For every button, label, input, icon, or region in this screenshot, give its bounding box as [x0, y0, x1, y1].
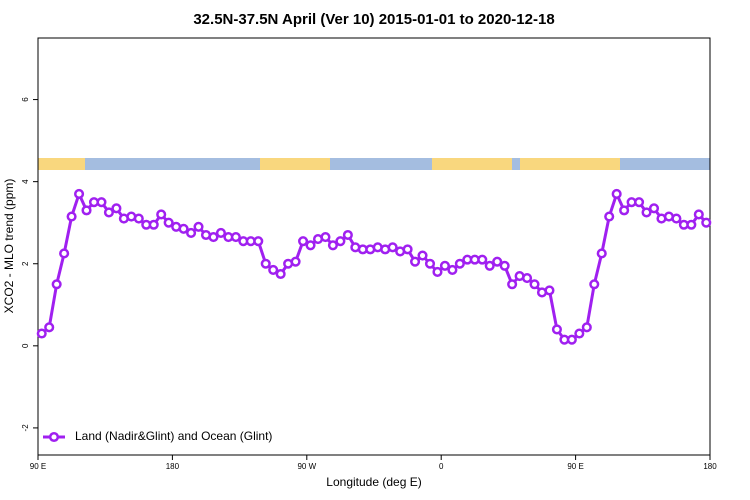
data-point	[402, 244, 413, 255]
data-point	[596, 248, 607, 259]
data-point	[148, 219, 159, 230]
x-tick-label: 90 W	[297, 462, 316, 471]
data-point	[193, 221, 204, 232]
data-point	[648, 203, 660, 214]
legend-marker	[48, 431, 60, 443]
data-point	[103, 207, 114, 218]
x-tick-label: 90 E	[30, 462, 46, 471]
data-point	[275, 268, 286, 280]
data-point	[327, 240, 338, 251]
data-point	[66, 211, 77, 222]
y-tick-label: 2	[21, 261, 30, 266]
data-point	[342, 229, 353, 241]
data-point	[268, 264, 279, 275]
data-point	[574, 328, 585, 339]
y-axis-label: XCO2 - MLO trend (ppm)	[2, 179, 16, 314]
data-point	[253, 236, 264, 247]
data-point	[51, 279, 62, 290]
data-point	[581, 322, 592, 333]
data-point	[619, 205, 630, 216]
data-point	[477, 254, 488, 265]
data-point	[163, 217, 174, 228]
x-tick-label: 0	[439, 462, 444, 471]
legend-label: Land (Nadir&Glint) and Ocean (Glint)	[75, 429, 272, 443]
data-point	[634, 197, 645, 208]
data-point	[96, 197, 107, 208]
data-point	[305, 240, 316, 251]
x-tick-label: 180	[166, 462, 180, 471]
data-point	[522, 273, 533, 284]
data-point	[186, 227, 197, 239]
data-point	[298, 236, 309, 247]
y-tick-label: 0	[21, 343, 30, 348]
data-point	[36, 328, 47, 339]
data-point	[335, 236, 346, 247]
data-point	[693, 209, 704, 220]
data-point	[410, 256, 421, 267]
data-point	[589, 279, 600, 290]
data-point	[290, 256, 301, 267]
data-point	[492, 256, 503, 267]
data-point	[499, 260, 510, 271]
data-point	[447, 264, 458, 275]
data-point	[215, 227, 226, 239]
data-point	[208, 232, 219, 243]
data-point	[74, 188, 85, 200]
data-point	[387, 242, 398, 253]
data-point	[133, 213, 144, 224]
data-point	[686, 219, 697, 230]
data-point	[59, 248, 70, 259]
data-point	[566, 334, 577, 345]
data-point	[417, 250, 428, 261]
chart-title: 32.5N-37.5N April (Ver 10) 2015-01-01 to…	[193, 11, 554, 28]
data-point	[454, 258, 465, 269]
x-axis-label: Longitude (deg E)	[326, 475, 421, 489]
data-point	[230, 232, 241, 243]
y-tick-label: 4	[21, 179, 30, 184]
data-point	[551, 324, 562, 335]
data-point	[671, 213, 682, 224]
data-point	[641, 207, 652, 218]
data-point	[484, 260, 495, 271]
data-point	[701, 217, 712, 228]
data-point	[507, 279, 518, 290]
data-point	[260, 258, 271, 269]
data-point	[604, 211, 615, 222]
data-point	[544, 285, 555, 296]
data-point	[424, 258, 436, 269]
data-point	[111, 203, 122, 214]
data-point	[611, 188, 622, 200]
data-point	[178, 223, 189, 234]
y-tick-label: -2	[21, 424, 30, 432]
data-point	[44, 322, 55, 333]
plot-frame	[37, 37, 711, 456]
data-point	[529, 279, 540, 290]
data-point	[156, 209, 167, 220]
data-point	[81, 205, 92, 216]
y-tick-label: 6	[21, 97, 30, 102]
x-tick-label: 90 E	[567, 462, 583, 471]
data-point	[432, 266, 443, 277]
data-point	[320, 232, 331, 243]
land-ocean-strip	[38, 158, 710, 170]
data-point	[439, 260, 450, 271]
x-tick-label: 180	[703, 462, 717, 471]
